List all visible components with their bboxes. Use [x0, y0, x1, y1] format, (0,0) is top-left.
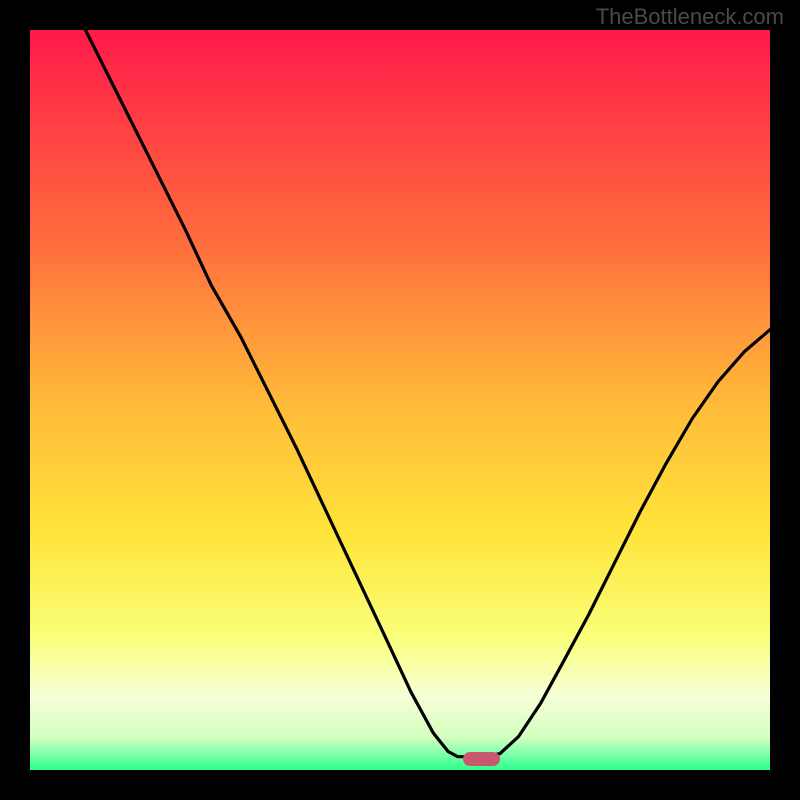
watermark-text: TheBottleneck.com [596, 4, 784, 30]
minimum-marker [463, 752, 500, 767]
bottleneck-curve [30, 30, 770, 770]
plot-area [30, 30, 770, 770]
